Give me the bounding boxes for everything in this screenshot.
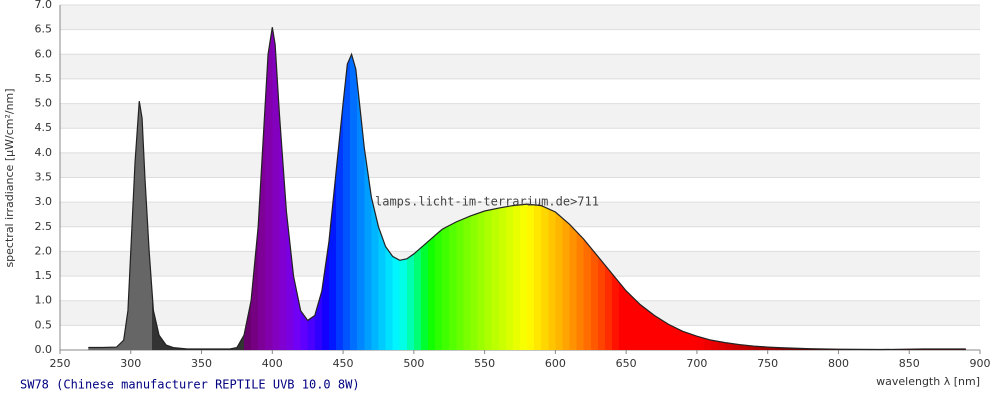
y-tick-label: 1.5 xyxy=(35,269,53,282)
y-tick-label: 2.0 xyxy=(35,244,53,257)
x-tick-label: 500 xyxy=(403,357,424,370)
x-tick-label: 350 xyxy=(191,357,212,370)
y-tick-label: 1.0 xyxy=(35,294,53,307)
y-tick-label: 3.5 xyxy=(35,171,53,184)
spectrum-area xyxy=(88,27,966,351)
grid-band xyxy=(60,103,980,129)
x-axis-label: wavelength λ [nm] xyxy=(876,375,980,388)
x-tick-label: 250 xyxy=(50,357,71,370)
x-tick-label: 600 xyxy=(545,357,566,370)
x-tick-label: 850 xyxy=(899,357,920,370)
x-tick-label: 800 xyxy=(828,357,849,370)
y-tick-label: 7.0 xyxy=(35,0,53,11)
watermark: lamps.licht-im-terrarium.de>711 xyxy=(375,195,599,209)
grid-band xyxy=(60,5,980,30)
x-tick-label: 900 xyxy=(970,357,991,370)
spectrum-line xyxy=(88,27,966,351)
x-tick-label: 300 xyxy=(120,357,141,370)
x-tick-label: 550 xyxy=(474,357,495,370)
y-tick-label: 4.0 xyxy=(35,146,53,159)
y-axis-label: spectral irradiance [µW/cm²/nm] xyxy=(3,88,16,267)
y-tick-label: 5.0 xyxy=(35,97,53,110)
y-tick-label: 4.5 xyxy=(35,121,53,134)
x-tick-label: 700 xyxy=(686,357,707,370)
x-tick-label: 450 xyxy=(333,357,354,370)
x-tick-label: 650 xyxy=(616,357,637,370)
y-tick-label: 2.5 xyxy=(35,220,53,233)
grid-band xyxy=(60,152,980,178)
y-tick-label: 0.0 xyxy=(35,343,53,356)
y-tick-label: 0.5 xyxy=(35,318,53,331)
y-tick-label: 3.0 xyxy=(35,195,53,208)
y-tick-label: 6.0 xyxy=(35,47,53,60)
x-tick-label: 750 xyxy=(757,357,778,370)
x-tick-label: 400 xyxy=(262,357,283,370)
grid-band xyxy=(60,54,980,79)
caption: SW78 (Chinese manufacturer REPTILE UVB 1… xyxy=(20,378,360,392)
y-tick-label: 5.5 xyxy=(35,72,53,85)
y-tick-label: 6.5 xyxy=(35,23,53,36)
